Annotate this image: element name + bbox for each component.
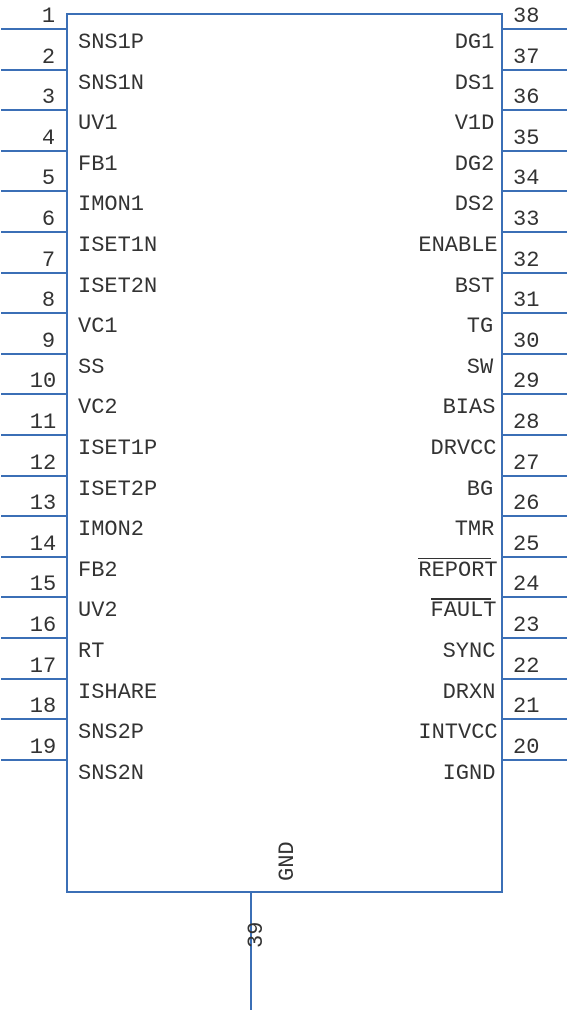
pin-lead-bottom	[250, 893, 252, 1010]
pin-number: 13	[30, 491, 56, 516]
pin-label: SS	[78, 355, 104, 380]
pin-number: 14	[30, 532, 56, 557]
pin-number: 23	[513, 613, 539, 638]
pin-number: 20	[513, 735, 539, 760]
pin-label: DS2	[455, 192, 495, 217]
pin-number: 2	[42, 45, 55, 70]
pin-label: DS1	[455, 71, 495, 96]
pin-number: 9	[42, 329, 55, 354]
pin-lead-left	[1, 312, 66, 314]
pin-label: RT	[78, 639, 104, 664]
pin-number: 28	[513, 410, 539, 435]
pin-number: 30	[513, 329, 539, 354]
pin-label: SW	[467, 355, 493, 380]
pin-lead-left	[1, 190, 66, 192]
pin-number: 19	[30, 735, 56, 760]
pin-number: 7	[42, 248, 55, 273]
pin-number: 15	[30, 572, 56, 597]
pin-number: 34	[513, 166, 539, 191]
pin-label: DG1	[455, 30, 495, 55]
pin-number: 12	[30, 451, 56, 476]
pin-label: BST	[455, 274, 495, 299]
pin-number: 5	[42, 166, 55, 191]
pin-lead-left	[1, 272, 66, 274]
pin-label-bottom: GND	[275, 841, 300, 881]
pin-number: 27	[513, 451, 539, 476]
pin-label: TMR	[455, 517, 495, 542]
pin-number: 31	[513, 288, 539, 313]
pin-label: ISET2P	[78, 477, 157, 502]
pin-number: 21	[513, 694, 539, 719]
pin-number: 11	[30, 410, 56, 435]
pin-label: DRVCC	[431, 436, 497, 461]
overline	[418, 558, 491, 560]
pin-label: TG	[467, 314, 493, 339]
pin-number: 38	[513, 4, 539, 29]
pin-label: SNS1P	[78, 30, 144, 55]
pin-label: VC1	[78, 314, 118, 339]
pin-label: ISET1P	[78, 436, 157, 461]
pin-lead-left	[1, 109, 66, 111]
pin-label: SNS1N	[78, 71, 144, 96]
pin-number: 1	[42, 4, 55, 29]
pin-label: ENABLE	[418, 233, 497, 258]
pin-number: 35	[513, 126, 539, 151]
pin-label: IGND	[443, 761, 496, 786]
pin-label: IMON1	[78, 192, 144, 217]
pin-label: IMON2	[78, 517, 144, 542]
pin-number: 16	[30, 613, 56, 638]
pin-label: ISHARE	[78, 680, 157, 705]
pin-number: 3	[42, 85, 55, 110]
pin-label: DG2	[455, 152, 495, 177]
pin-number: 37	[513, 45, 539, 70]
pin-number: 26	[513, 491, 539, 516]
pin-label: SYNC	[443, 639, 496, 664]
pin-label: UV2	[78, 598, 118, 623]
pin-label: ISET1N	[78, 233, 157, 258]
pin-label: REPORT	[418, 558, 497, 583]
pin-number: 29	[513, 369, 539, 394]
overline	[431, 598, 492, 600]
pin-number: 33	[513, 207, 539, 232]
pin-label: V1D	[455, 111, 495, 136]
pin-number: 25	[513, 532, 539, 557]
pin-label: INTVCC	[418, 720, 497, 745]
pin-label: UV1	[78, 111, 118, 136]
pin-number: 6	[42, 207, 55, 232]
pin-label: VC2	[78, 395, 118, 420]
pin-number: 10	[30, 369, 56, 394]
pin-label: DRXN	[443, 680, 496, 705]
pin-label: BIAS	[443, 395, 496, 420]
pin-number: 22	[513, 654, 539, 679]
pin-label: FB2	[78, 558, 118, 583]
pin-label: SNS2N	[78, 761, 144, 786]
pin-lead-left	[1, 28, 66, 30]
pin-label: SNS2P	[78, 720, 144, 745]
pin-number-bottom: 39	[244, 922, 269, 948]
pin-number: 18	[30, 694, 56, 719]
pin-label: ISET2N	[78, 274, 157, 299]
pin-lead-left	[1, 150, 66, 152]
pin-lead-left	[1, 69, 66, 71]
pin-lead-left	[1, 231, 66, 233]
pin-number: 8	[42, 288, 55, 313]
pin-number: 24	[513, 572, 539, 597]
pin-label: FB1	[78, 152, 118, 177]
pin-number: 17	[30, 654, 56, 679]
pin-number: 36	[513, 85, 539, 110]
pin-lead-left	[1, 353, 66, 355]
pin-label: FAULT	[431, 598, 497, 623]
pin-number: 4	[42, 126, 55, 151]
pin-number: 32	[513, 248, 539, 273]
pin-label: BG	[467, 477, 493, 502]
